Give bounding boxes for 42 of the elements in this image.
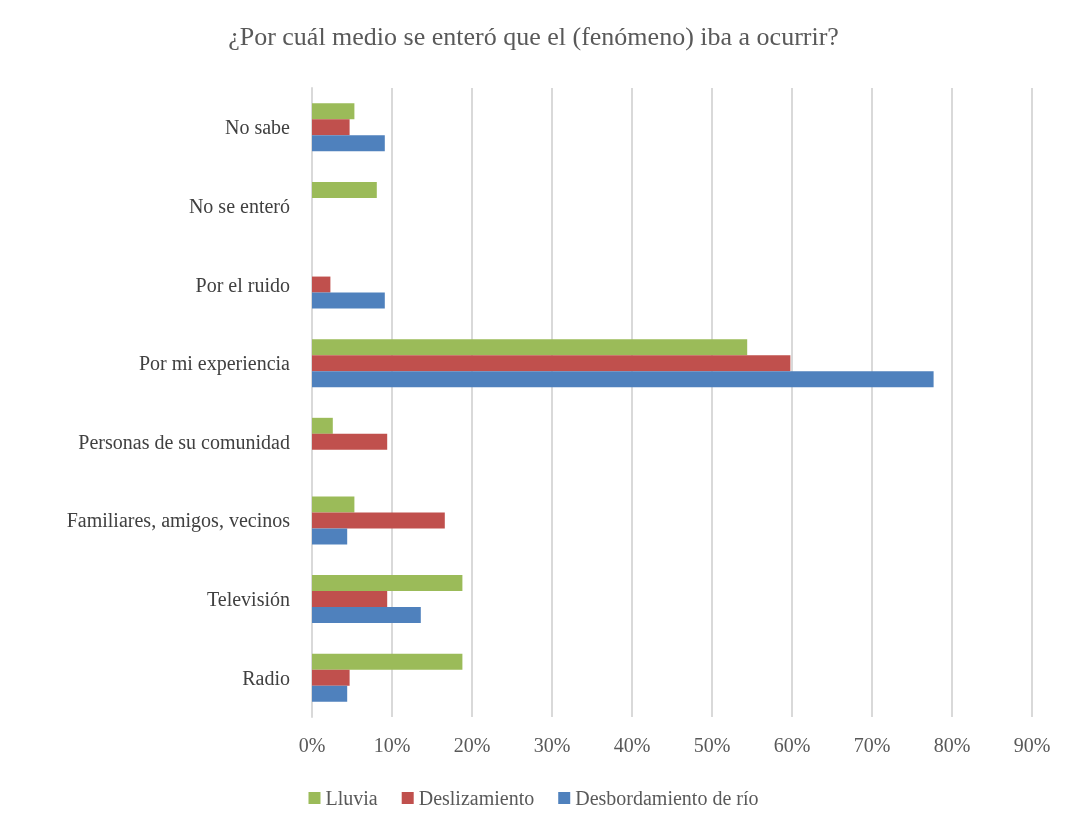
bar: [312, 496, 355, 513]
legend-label: Lluvia: [325, 787, 378, 809]
x-tick-label: 70%: [853, 734, 891, 756]
bar: [312, 607, 421, 624]
bar: [312, 669, 350, 686]
bar: [312, 433, 388, 450]
bar: [312, 575, 463, 592]
y-tick-label: Personas de su comunidad: [78, 430, 290, 453]
y-tick-label: Por mi experiencia: [138, 352, 291, 376]
legend-label: Desbordamiento de río: [575, 787, 759, 809]
x-tick-label: 60%: [773, 734, 811, 756]
x-tick-label: 40%: [613, 734, 651, 756]
y-tick-label: Televisión: [206, 588, 290, 611]
bar: [312, 685, 348, 702]
bar: [312, 512, 445, 529]
x-tick-label: 90%: [1013, 734, 1051, 756]
x-tick-label: 10%: [373, 734, 411, 756]
bar: [312, 371, 934, 388]
x-tick-label: 0%: [298, 734, 326, 756]
bar: [312, 355, 791, 372]
y-tick-label: Por el ruido: [195, 273, 290, 296]
legend-label: Deslizamiento: [418, 787, 535, 809]
bar: [312, 103, 355, 120]
bar: [312, 119, 350, 136]
x-tick-label: 20%: [453, 734, 491, 756]
bar: [312, 135, 385, 152]
y-tick-label: No sabe: [225, 116, 291, 139]
bar: [312, 339, 748, 356]
y-tick-label: No se enteró: [188, 194, 290, 217]
bar: [312, 181, 377, 198]
y-tick-label: Radio: [242, 666, 290, 689]
x-tick-label: 50%: [693, 734, 731, 756]
y-tick-label: Familiares, amigos, vecinos: [66, 509, 291, 533]
bar: [312, 417, 333, 434]
x-tick-label: 30%: [533, 734, 571, 756]
bar: [312, 591, 388, 608]
bar: [312, 653, 463, 670]
bar: [312, 292, 385, 309]
chart-title: ¿Por cuál medio se enteró que el (fenómeno) iba a ocurrir?: [228, 21, 839, 51]
x-tick-label: 80%: [933, 734, 971, 756]
bar: [312, 276, 331, 293]
bar: [312, 528, 348, 545]
